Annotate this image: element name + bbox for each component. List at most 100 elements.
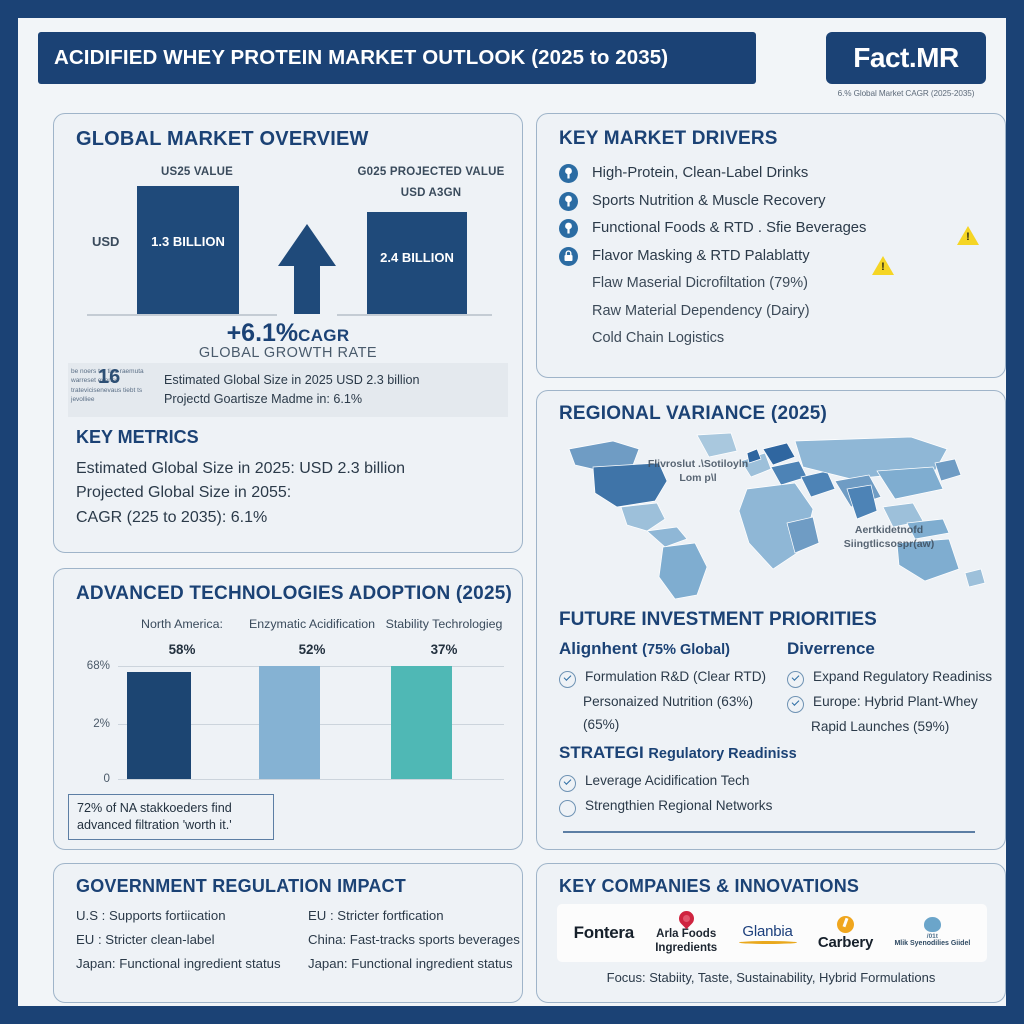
check-icon [559, 775, 576, 792]
section-divider [563, 831, 975, 833]
overview-left-prefix: USD [92, 234, 120, 249]
alignment-plain-item: (65%) [583, 717, 620, 733]
page-title-bar: ACIDIFIED WHEY PROTEIN MARKET OUTLOOK (2… [38, 32, 756, 84]
logo-milk-specialties: /01t Mlik Syenodilies Giidel [894, 917, 970, 948]
lightbulb-icon [559, 191, 578, 211]
key-metrics-heading: KEY METRICS [76, 427, 199, 447]
warning-icon [872, 256, 894, 275]
strategy-item-label: Leverage Acidification Tech [585, 773, 750, 788]
driver-item[interactable]: Sports Nutrition & Muscle Recovery [559, 191, 985, 213]
overview-bar-left: 1.3 BILLION [137, 186, 239, 314]
alignment-title-note: (75% Global) [642, 642, 730, 658]
overview-right-value: 2.4 BILLION [380, 250, 454, 265]
brand-logo: Fact.MR [826, 32, 986, 84]
brand-block: Fact.MR 6.% Global Market CAGR (2025-203… [826, 32, 986, 98]
company-logo-strip: Fontera Arla Foods Ingredients Glanbia C… [557, 904, 987, 962]
alignment-title: Alignhent (75% Global) [559, 639, 775, 659]
overview-note-lines: Estimated Global Size in 2025 USD 2.3 bi… [164, 371, 420, 409]
panel-key-market-drivers: KEY MARKET DRIVERS High-Protein, Clean-L… [536, 113, 1006, 378]
tech-heading: ADVANCED TECHNOLOGIES ADOPTION (2025) [76, 583, 513, 604]
panel-government-regulation: GOVERNMENT REGULATION IMPACT U.S : Suppo… [53, 863, 523, 1003]
page-title: ACIDIFIED WHEY PROTEIN MARKET OUTLOOK (2… [54, 46, 669, 69]
note-line-2: Projectd Goartisze Madme in: 6.1% [164, 392, 363, 406]
cagr-subtitle: GLOBAL GROWTH RATE [198, 345, 378, 361]
driver-plain-item: Flaw Maserial Dicrofiltation (79%) [592, 275, 808, 291]
strategy-title-text: STRATEGI [559, 743, 644, 762]
radio-icon [559, 800, 576, 817]
key-metric-item: Estimated Global Size in 2025: USD 2.3 b… [76, 460, 406, 477]
logo-milk-code: /01t [926, 933, 938, 941]
logo-carbery: Carbery [817, 915, 874, 951]
overview-right-sublabel: USD A3GN [400, 187, 462, 199]
investment-heading: FUTURE INVESTMENT PRIORITIES [559, 609, 877, 630]
milk-mark-icon [923, 917, 941, 933]
gov-table: U.S : Supports fortiication EU : Stricte… [76, 908, 520, 980]
logo-carbery-label: Carbery [817, 933, 874, 951]
driver-item[interactable]: Functional Foods & RTD . Sfie Beverages [559, 219, 985, 240]
divergence-list: Expand Regulatory Readiniss Europe: Hybr… [787, 668, 995, 736]
driver-item[interactable]: Flavor Masking & RTD Palablatty [559, 246, 985, 268]
strategy-item[interactable]: Leverage Acidification Tech [559, 772, 859, 792]
note-glyph: 16 [98, 366, 121, 388]
brand-name: Fact.MR [853, 42, 959, 73]
world-map [551, 427, 993, 607]
gov-cell: U.S : Supports fortiication [76, 908, 226, 923]
logo-arla-label2: Ingredients [655, 941, 718, 954]
chart-axis-line [118, 779, 504, 780]
divergence-item[interactable]: Expand Regulatory Readiniss [787, 668, 995, 688]
gov-heading: GOVERNMENT REGULATION IMPACT [76, 876, 406, 896]
companies-heading: KEY COMPANIES & INNOVATIONS [559, 876, 860, 896]
alignment-item[interactable]: Formulation R&D (Clear RTD) [559, 668, 775, 688]
regional-heading: REGIONAL VARIANCE (2025) [559, 403, 828, 424]
key-metrics-list: Estimated Global Size in 2025: USD 2.3 b… [76, 457, 506, 530]
chart-ytick: 68% [86, 659, 110, 672]
table-row: EU : Stricter clean-label China: Fast-tr… [76, 932, 520, 947]
logo-glanbia: Glanbia [738, 923, 797, 944]
strategy-item[interactable]: Strengthien Regional Networks [559, 797, 859, 817]
tech-callout: 72% of NA stakkoeders find advanced filt… [68, 794, 274, 840]
map-label-apac: Aertkidetnofd Siingtlicsospr(aw) [843, 524, 935, 551]
chart-ytick: 0 [103, 772, 110, 785]
check-icon [787, 671, 804, 688]
logo-milk-label: Mlik Syenodilies Giidel [894, 940, 971, 948]
logo-arla-foods: Arla Foods Ingredients [655, 908, 718, 954]
chart-bar [127, 672, 191, 779]
logo-arla-label: Arla Foods [656, 928, 717, 941]
header: ACIDIFIED WHEY PROTEIN MARKET OUTLOOK (2… [38, 32, 986, 98]
strategy-item-label: Strengthien Regional Networks [585, 798, 773, 813]
overview-cagr: +6.1%CAGR GLOBAL GROWTH RATE [54, 319, 522, 361]
chart-bar [259, 666, 320, 779]
overview-left-label: US25 VALUE [160, 166, 234, 178]
gov-cell: EU : Stricter clean-label [76, 932, 215, 947]
chart-ytick: 2% [93, 717, 110, 730]
overview-note-strip: 16 be noers tor tiae raemuta warreset ev… [68, 363, 508, 417]
check-icon [787, 696, 804, 713]
lock-icon [559, 246, 578, 266]
logo-fontera: Fontera [573, 923, 635, 943]
chart-category-label: North America: [141, 617, 223, 631]
note-line-1: Estimated Global Size in 2025 USD 2.3 bi… [164, 373, 420, 388]
divergence-item[interactable]: Europe: Hybrid Plant-Whey [787, 693, 995, 713]
alignment-title-text: Alignhent [559, 639, 638, 658]
warning-icon [957, 226, 979, 245]
gov-cell: Japan: Functional ingredient status [76, 956, 281, 971]
gov-cell: China: Fast-tracks sports beverages [308, 932, 520, 947]
companies-focus: Focus: Stabiity, Taste, Sustainability, … [606, 970, 936, 985]
logo-fontera-label: Fontera [573, 923, 635, 942]
driver-item[interactable]: High-Protein, Clean-Label Drinks [559, 164, 985, 185]
chart-value-label: 37% [430, 642, 458, 657]
table-row: Japan: Functional ingredient status Japa… [76, 956, 513, 971]
brand-tagline: 6.% Global Market CAGR (2025-2035) [837, 89, 975, 98]
overview-baseline-left [87, 314, 277, 316]
key-metric-item: Projected Global Size in 2055: [76, 484, 292, 502]
lightbulb-icon [559, 219, 578, 238]
chart-value-label: 52% [298, 642, 326, 657]
infographic-page: ACIDIFIED WHEY PROTEIN MARKET OUTLOOK (2… [18, 18, 1006, 1006]
divergence-title: Diverrence [787, 639, 875, 658]
alignment-list: Formulation R&D (Clear RTD) Personaized … [559, 668, 775, 735]
panel-global-market-overview: GLOBAL MARKET OVERVIEW US25 VALUE 1.3 BI… [53, 113, 523, 553]
panel-regional-variance: REGIONAL VARIANCE (2025) [536, 390, 1006, 850]
note-blob-text: be noers tor tiae raemuta warreset evens… [71, 368, 144, 404]
overview-note-blob: 16 be noers tor tiae raemuta warreset ev… [68, 363, 164, 417]
investment-divergence-column: Diverrence Expand Regulatory Readiniss E… [787, 639, 995, 741]
